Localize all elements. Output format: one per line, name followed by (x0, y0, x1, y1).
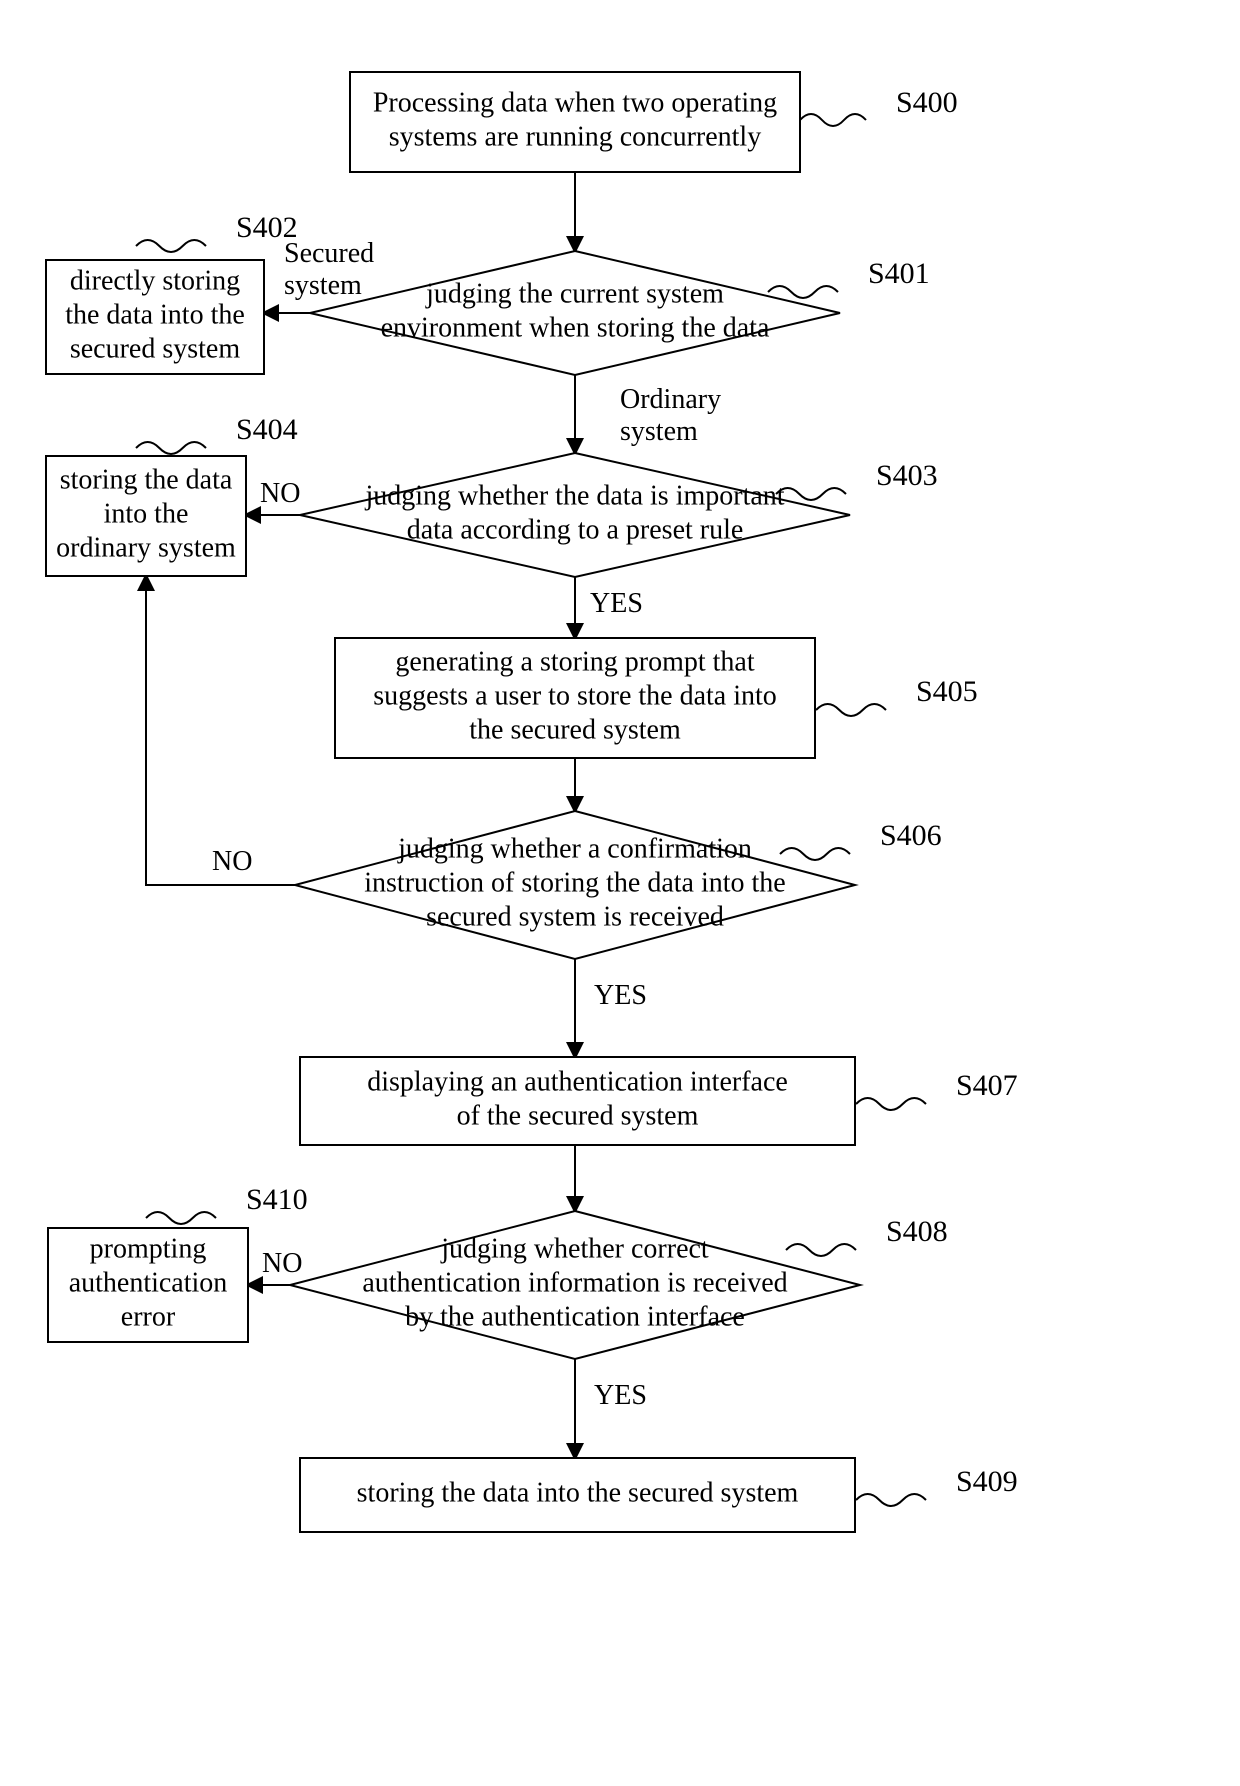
node-text-n400: Processing data when two operating (373, 87, 777, 118)
edge-label: system (620, 416, 698, 447)
node-text-n407: displaying an authentication interface (367, 1066, 788, 1097)
node-text-n403: data according to a preset rule (407, 514, 744, 545)
node-text-n410: authentication (69, 1267, 228, 1298)
node-text-n401: environment when storing the data (381, 312, 770, 343)
step-wave-S406 (780, 848, 850, 860)
flowchart: SecuredsystemOrdinarysystemNOYESNOYESNOY… (0, 0, 1240, 1786)
node-text-n406: judging whether a confirmation (397, 833, 752, 864)
node-text-n402: directly storing (70, 265, 240, 296)
edge-label: YES (594, 980, 647, 1011)
edge-label: NO (262, 1248, 302, 1279)
edge-label: YES (594, 1380, 647, 1411)
node-text-n404: storing the data (60, 464, 233, 495)
step-label-S408: S408 (886, 1215, 948, 1248)
step-label-S407: S407 (956, 1069, 1018, 1102)
node-text-n403: judging whether the data is important (364, 480, 784, 511)
step-label-S406: S406 (880, 819, 942, 852)
node-text-n408: judging whether correct (440, 1233, 709, 1264)
node-text-n404: into the (104, 498, 189, 529)
node-text-n408: by the authentication interface (405, 1301, 745, 1332)
edge-label: system (284, 270, 362, 301)
step-wave-S410 (146, 1212, 216, 1224)
edge-label: YES (590, 588, 643, 619)
edge-label: Ordinary (620, 384, 721, 415)
node-text-n410: error (121, 1301, 176, 1332)
node-text-n402: secured system (70, 333, 241, 364)
node-text-n401: judging the current system (425, 278, 724, 309)
step-wave-S405 (816, 704, 886, 716)
node-text-n405: generating a storing prompt that (395, 646, 754, 677)
step-label-S410: S410 (246, 1183, 308, 1216)
step-wave-S401 (768, 286, 838, 298)
edge-label: NO (212, 846, 252, 877)
step-wave-S400 (800, 114, 866, 126)
step-label-S409: S409 (956, 1465, 1018, 1498)
node-text-n409: storing the data into the secured system (357, 1477, 799, 1508)
node-text-n406: secured system is received (426, 901, 724, 932)
step-label-S403: S403 (876, 459, 938, 492)
node-text-n410: prompting (90, 1233, 207, 1264)
step-label-S401: S401 (868, 257, 930, 290)
step-wave-S404 (136, 442, 206, 454)
step-wave-S407 (856, 1098, 926, 1110)
step-label-S404: S404 (236, 413, 298, 446)
step-label-S405: S405 (916, 675, 978, 708)
step-wave-S408 (786, 1244, 856, 1256)
edge-n406-n404 (146, 576, 295, 885)
node-text-n406: instruction of storing the data into the (364, 867, 785, 898)
node-text-n405: the secured system (469, 714, 681, 745)
node-text-n400: systems are running concurrently (389, 121, 761, 152)
step-wave-S403 (776, 488, 846, 500)
step-wave-S402 (136, 240, 206, 252)
node-text-n404: ordinary system (56, 532, 236, 563)
step-wave-S409 (856, 1494, 926, 1506)
node-text-n407: of the secured system (457, 1100, 699, 1131)
step-label-S402: S402 (236, 211, 298, 244)
node-text-n405: suggests a user to store the data into (373, 680, 777, 711)
node-text-n402: the data into the (65, 299, 245, 330)
edge-label: NO (260, 478, 300, 509)
step-label-S400: S400 (896, 86, 958, 119)
node-text-n408: authentication information is received (362, 1267, 787, 1298)
